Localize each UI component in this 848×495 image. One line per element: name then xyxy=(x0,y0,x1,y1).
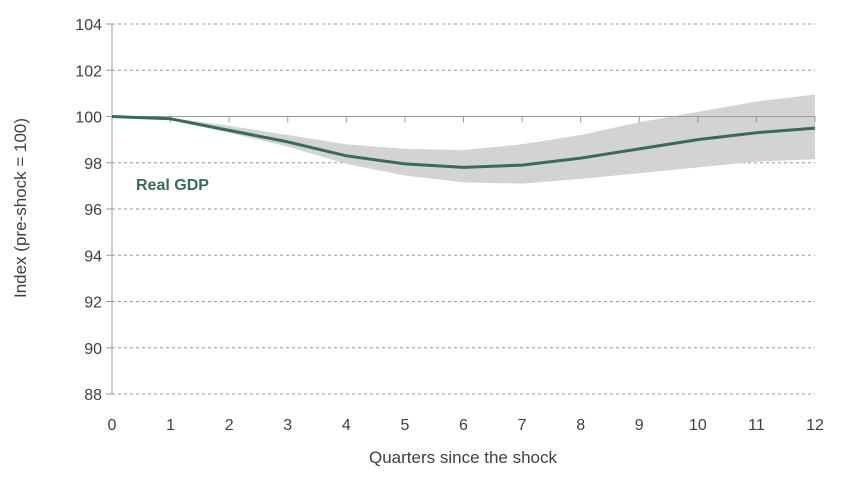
y-tick-label: 88 xyxy=(84,387,102,404)
x-tick-label: 9 xyxy=(635,417,644,434)
y-axis-title: Index (pre-shock = 100) xyxy=(11,118,30,298)
y-tick-label: 104 xyxy=(75,17,102,34)
y-tick-label: 98 xyxy=(84,156,102,173)
x-tick-label: 2 xyxy=(225,417,234,434)
series-label-real-gdp: Real GDP xyxy=(136,177,209,194)
x-tick-label: 0 xyxy=(108,417,117,434)
y-tick-label: 100 xyxy=(75,110,102,127)
x-tick-label: 1 xyxy=(166,417,175,434)
x-tick-label: 5 xyxy=(400,417,409,434)
uncertainty-band xyxy=(112,94,815,184)
x-tick-label: 11 xyxy=(748,417,765,434)
y-tick-label: 92 xyxy=(84,295,102,312)
series-lines xyxy=(111,115,816,169)
y-tick-label: 96 xyxy=(84,202,102,219)
y-tick-label: 94 xyxy=(84,248,102,265)
band-area xyxy=(112,94,815,184)
x-tick-label: 8 xyxy=(576,417,585,434)
x-tick-label: 4 xyxy=(342,417,351,434)
x-axis-title: Quarters since the shock xyxy=(369,448,558,467)
x-tick-label: 12 xyxy=(806,417,824,434)
x-tick-label: 10 xyxy=(689,417,707,434)
series-line-real-gdp xyxy=(111,115,816,169)
x-tick-label: 7 xyxy=(518,417,527,434)
y-tick-label: 102 xyxy=(75,63,102,80)
x-tick-label: 6 xyxy=(459,417,468,434)
x-tick-label: 3 xyxy=(283,417,292,434)
grid-lines xyxy=(112,23,815,395)
y-tick-label: 90 xyxy=(84,341,102,358)
